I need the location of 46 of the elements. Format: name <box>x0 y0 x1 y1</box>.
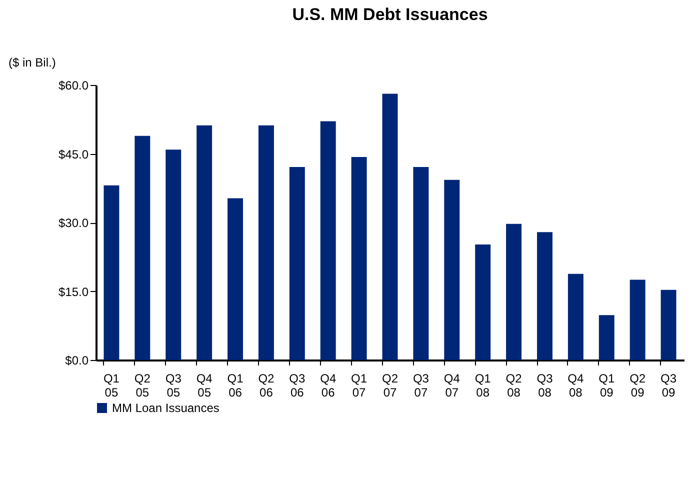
bar <box>228 198 243 360</box>
x-tick-label: Q3 09 <box>660 372 677 400</box>
bar <box>166 150 182 360</box>
bar <box>660 290 676 360</box>
x-tick-label: Q2 05 <box>134 372 151 400</box>
bar <box>134 136 150 360</box>
x-tick-label: Q1 07 <box>351 372 368 400</box>
x-tick-label: Q2 07 <box>382 372 398 400</box>
x-tick-label: Q4 08 <box>568 372 584 400</box>
bar <box>351 156 367 360</box>
x-tick-label: Q1 08 <box>474 372 492 400</box>
bar <box>104 185 120 360</box>
bar <box>289 167 305 360</box>
bar <box>630 280 646 360</box>
x-tick-label: Q1 05 <box>103 372 120 400</box>
x-tick-label: Q2 08 <box>506 372 522 400</box>
y-axis-title: ($ in Bil.) <box>8 56 56 70</box>
bar <box>444 180 460 360</box>
x-tick-label: Q4 06 <box>320 372 336 400</box>
x-tick-label: Q4 05 <box>196 372 213 400</box>
bar <box>382 94 398 360</box>
y-tick-label: $45.0 <box>58 147 89 162</box>
bar <box>320 121 336 360</box>
y-tick-label: $0.0 <box>65 354 89 368</box>
x-tick-label: Q4 07 <box>444 372 460 400</box>
x-tick-label: Q3 06 <box>289 372 306 400</box>
x-tick-label: Q2 06 <box>258 372 275 400</box>
x-tick-label: Q1 09 <box>598 372 615 400</box>
x-tick-label: Q2 09 <box>630 372 646 400</box>
bar <box>196 125 212 360</box>
x-tick-label: Q3 05 <box>165 372 182 400</box>
bar <box>506 224 522 360</box>
legend-label: MM Loan Issuances <box>112 401 220 415</box>
bar <box>537 232 552 360</box>
x-tick-label: Q3 07 <box>412 372 430 400</box>
chart-title: U.S. MM Debt Issuances <box>292 5 488 24</box>
bar <box>598 315 614 360</box>
bar <box>475 244 491 360</box>
x-tick-label: Q1 06 <box>227 372 244 400</box>
y-tick-label: $30.0 <box>58 216 89 230</box>
bar <box>568 274 584 360</box>
y-tick-label: $60.0 <box>58 78 89 92</box>
x-tick-label: Q3 08 <box>536 372 554 400</box>
y-tick-label: $15.0 <box>58 284 89 299</box>
bar <box>258 125 274 360</box>
bar <box>413 167 429 360</box>
